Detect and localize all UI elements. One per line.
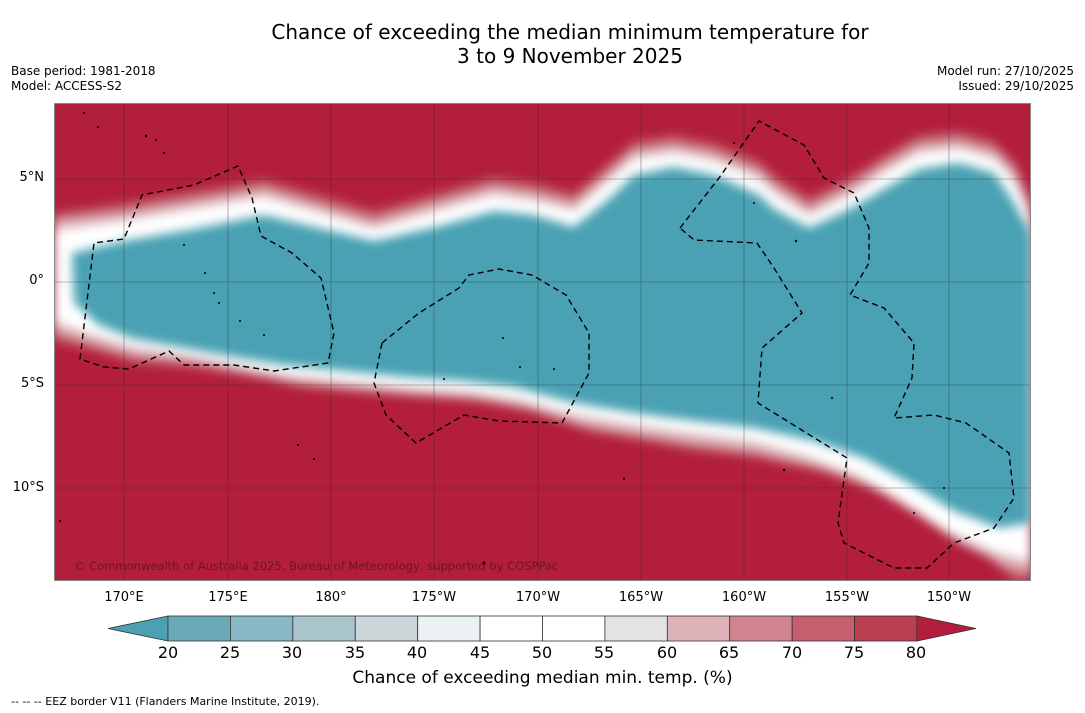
- colorbar-segment: [791, 615, 855, 642]
- lon-label-170e: 170°E: [104, 590, 144, 605]
- cb-tick-75: 75: [843, 643, 865, 662]
- title-line-1: Chance of exceeding the median minimum t…: [271, 20, 869, 44]
- colorbar-segment: [542, 615, 606, 642]
- model-run: Model run: 27/10/2025: [936, 64, 1074, 78]
- lat-label-0: 0°: [29, 273, 44, 288]
- cb-tick-60: 60: [656, 643, 678, 662]
- cb-tick-65: 65: [718, 643, 740, 662]
- issued-date: Issued: 29/10/2025: [958, 79, 1074, 93]
- cb-tick-40: 40: [406, 643, 428, 662]
- colorbar-segment: [479, 615, 543, 642]
- colorbar-segments: [167, 615, 918, 642]
- lon-label-150w: 150°W: [926, 590, 972, 605]
- graticule: [54, 103, 1031, 581]
- probability-map: © Commonwealth of Australia 2025, Bureau…: [54, 103, 1031, 581]
- meta-right: Model run: 27/10/2025 Issued: 29/10/2025: [937, 64, 1074, 94]
- colorbar-segment: [354, 615, 419, 642]
- lon-label-155w: 155°W: [824, 590, 870, 605]
- lon-label-180: 180°: [315, 590, 347, 605]
- colorbar-segment: [292, 615, 356, 642]
- eez-borders: [79, 120, 1015, 569]
- low-chance-region: [72, 163, 1031, 528]
- colorbar: [108, 615, 977, 642]
- meta-left: Base period: 1981-2018 Model: ACCESS-S2: [11, 64, 156, 94]
- cb-tick-20: 20: [157, 643, 179, 662]
- lat-label-5n: 5°N: [19, 170, 45, 185]
- title-line-2: 3 to 9 November 2025: [457, 44, 683, 68]
- lon-label-170w: 170°W: [515, 590, 561, 605]
- lon-label-175w: 175°W: [411, 590, 457, 605]
- copyright-text: © Commonwealth of Australia 2025, Bureau…: [74, 559, 558, 573]
- model-name: Model: ACCESS-S2: [11, 79, 123, 93]
- cb-tick-80: 80: [905, 643, 927, 662]
- colorbar-segment: [417, 615, 481, 642]
- colorbar-title: Chance of exceeding median min. temp. (%…: [352, 668, 733, 688]
- lon-label-160w: 160°W: [721, 590, 767, 605]
- cb-tick-70: 70: [781, 643, 803, 662]
- colorbar-segment: [729, 615, 793, 642]
- colorbar-segment: [167, 615, 231, 642]
- colorbar-segment: [666, 615, 731, 642]
- map-frame: [54, 103, 1031, 581]
- cb-tick-50: 50: [531, 643, 553, 662]
- lon-label-165w: 165°W: [618, 590, 664, 605]
- colorbar-high-arrow: [916, 615, 977, 642]
- eez-footnote: -- -- -- EEZ border V11 (Flanders Marine…: [11, 695, 320, 708]
- base-period: Base period: 1981-2018: [11, 64, 156, 78]
- cb-tick-35: 35: [344, 643, 366, 662]
- colorbar-segment: [230, 615, 294, 642]
- islands: [58, 112, 945, 565]
- lat-label-5s: 5°S: [20, 376, 44, 391]
- colorbar-segment: [604, 615, 668, 642]
- cb-tick-25: 25: [219, 643, 241, 662]
- cb-tick-30: 30: [281, 643, 303, 662]
- colorbar-segment: [854, 615, 918, 642]
- lat-label-10s: 10°S: [12, 480, 44, 495]
- cb-tick-45: 45: [469, 643, 491, 662]
- colorbar-low-arrow: [108, 615, 169, 642]
- lon-label-175e: 175°E: [208, 590, 248, 605]
- cb-tick-55: 55: [593, 643, 615, 662]
- chart-title: Chance of exceeding the median minimum t…: [170, 20, 970, 68]
